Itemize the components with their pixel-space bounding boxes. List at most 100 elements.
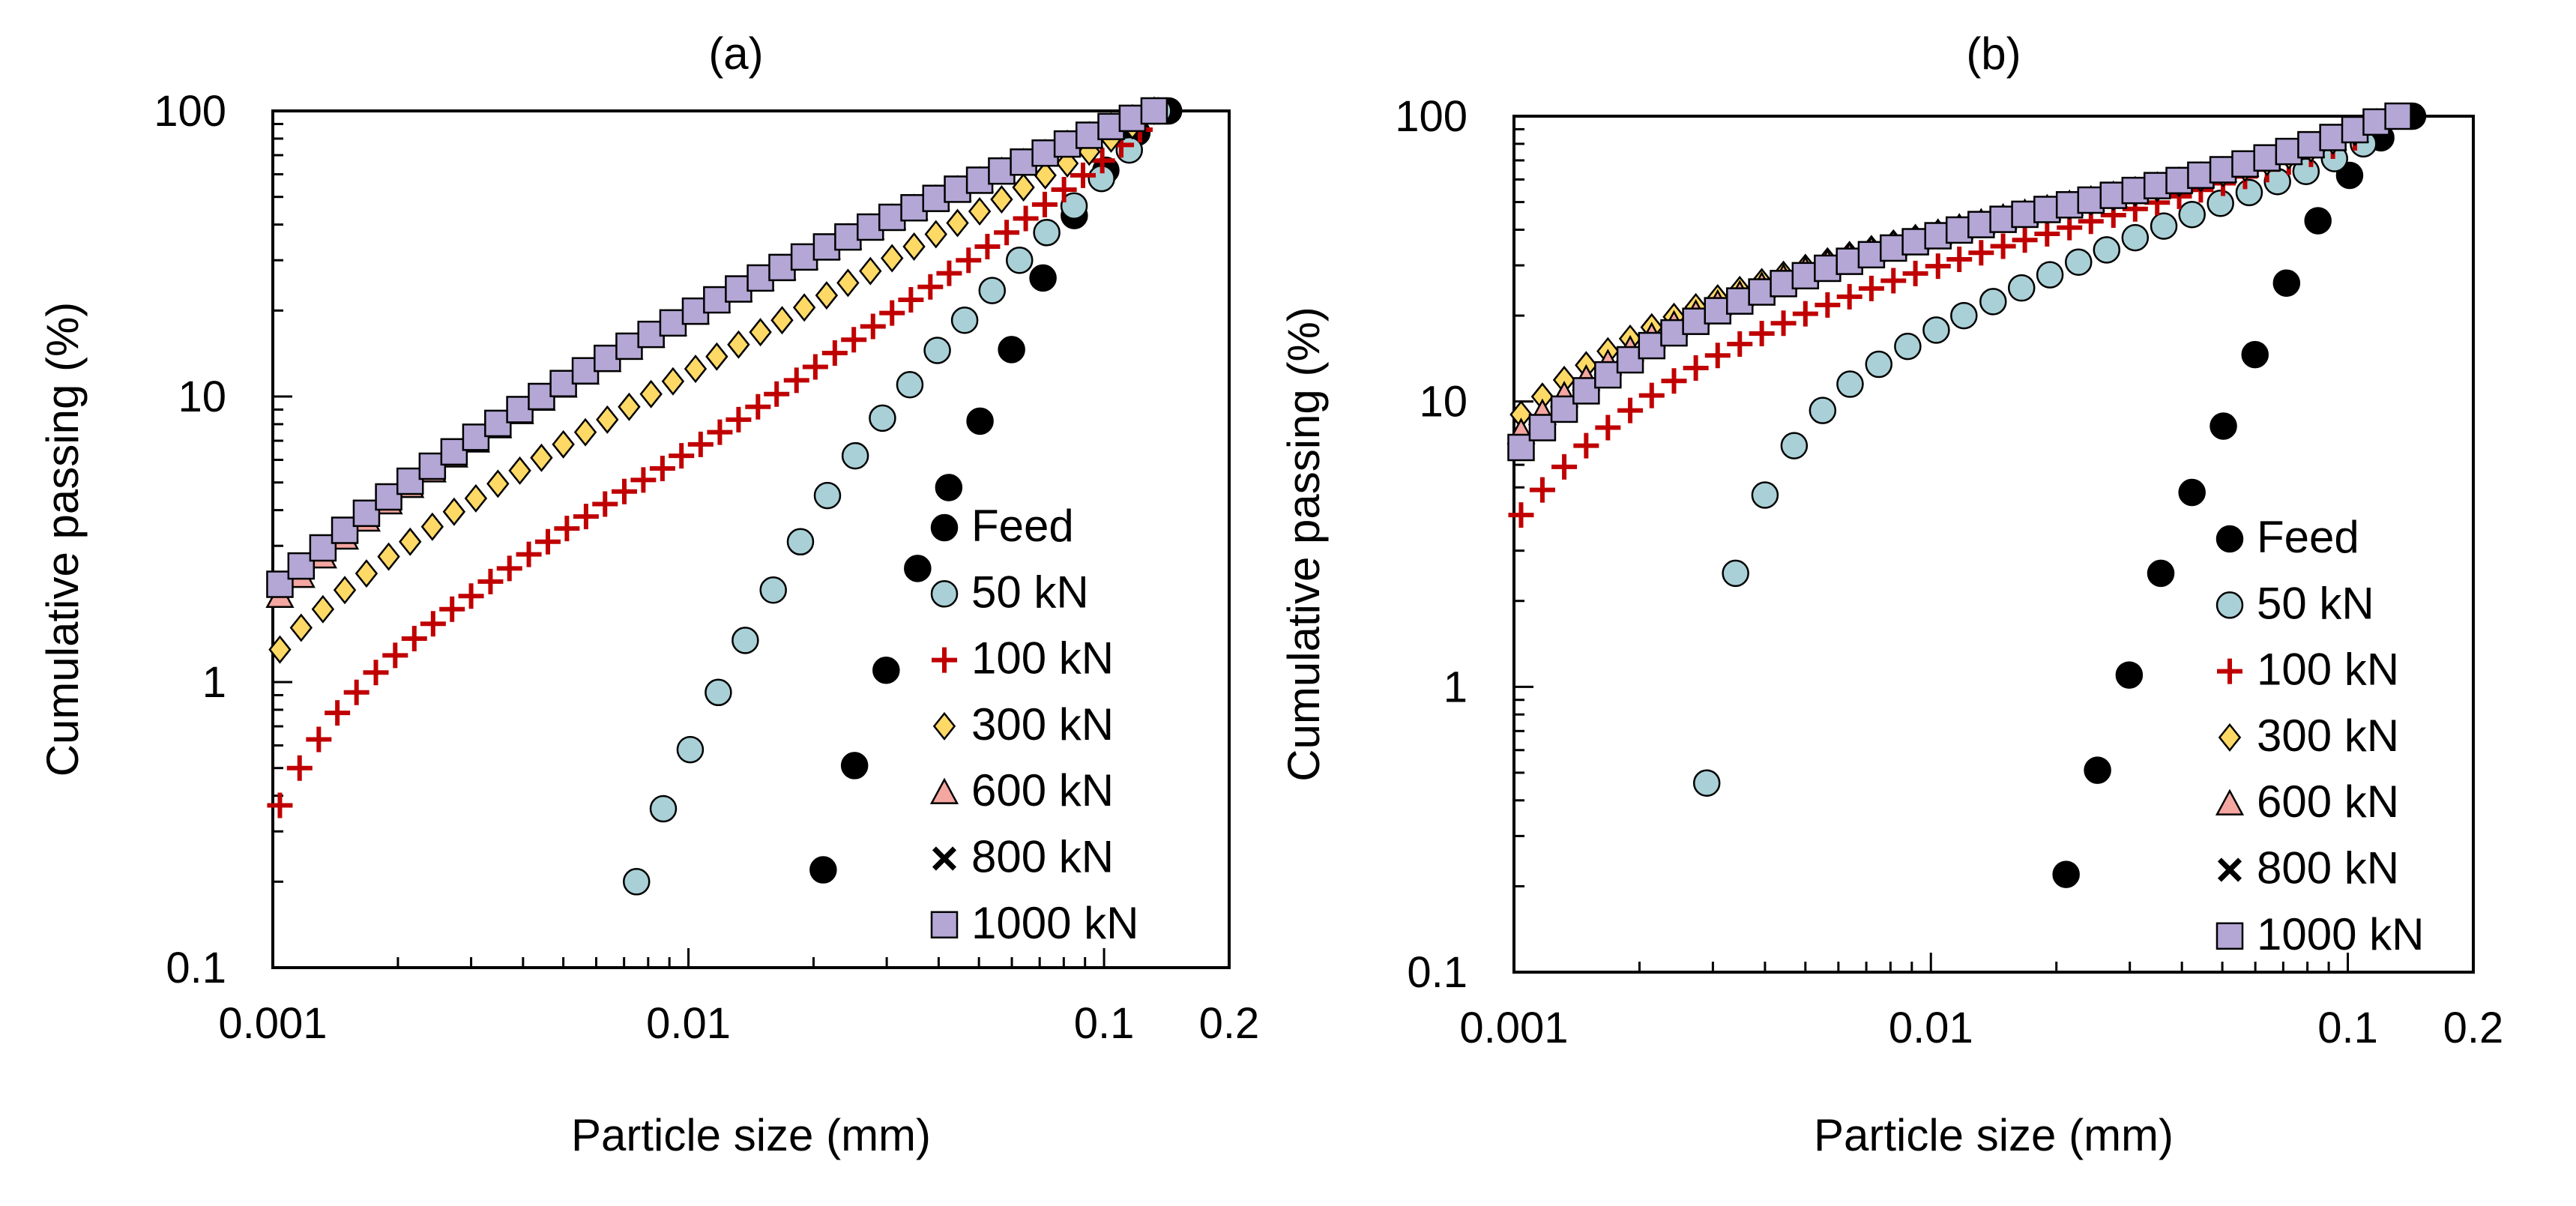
data-point-100-kn (1925, 253, 1951, 280)
data-point-300-kn (268, 635, 292, 664)
data-point-100-kn (1858, 275, 1884, 301)
data-point-100-kn (1529, 477, 1555, 503)
data-point-300-kn (355, 559, 378, 588)
data-point-50-kn (732, 627, 759, 654)
data-point-300-kn (508, 456, 531, 485)
data-point-300-kn (684, 355, 708, 384)
data-point-50-kn (1033, 219, 1061, 247)
data-point-300-kn (749, 318, 772, 347)
legend-entry-50-kn: 50 kN (930, 567, 1089, 617)
y-tick-label: 1 (1444, 663, 1468, 711)
legend: Feed 50 kN 100 kN 300 kN 600 kN 800 kN 1000 kN (2215, 512, 2424, 959)
series-1000-kn (1507, 102, 2412, 462)
legend-entry-feed: Feed (2215, 512, 2359, 562)
data-point-300-kn (1034, 160, 1057, 190)
y-axis-label: Cumulative passing (%) (37, 302, 88, 777)
data-point-50-kn (1809, 397, 1837, 424)
data-point-100-kn (1770, 310, 1797, 337)
legend-marker-feed (930, 513, 959, 542)
data-point-100-kn (1508, 502, 1534, 528)
legend-label: 300 kN (2257, 711, 2399, 761)
legend-marker-50-kn (2215, 591, 2244, 619)
data-point-50-kn (705, 678, 732, 707)
data-point-100-kn (936, 260, 962, 286)
data-point-50-kn (649, 795, 678, 823)
legend-entry-600-kn: 600 kN (929, 765, 1114, 815)
data-point-100-kn (879, 300, 905, 326)
data-point-100-kn (1880, 268, 1907, 294)
data-point-100-kn (458, 583, 484, 609)
data-point-50-kn (1979, 288, 2007, 316)
data-point-50-kn (1922, 316, 1950, 344)
series-50-kn (623, 97, 1172, 896)
data-point-300-kn (924, 220, 947, 249)
data-point-100-kn (1704, 343, 1731, 369)
legend-label: 1000 kN (2257, 909, 2424, 959)
data-point-feed (2052, 860, 2080, 888)
data-point-100-kn (477, 568, 504, 594)
legend-label: 300 kN (971, 699, 1114, 750)
data-point-300-kn (618, 392, 641, 421)
data-point-100-kn (1661, 368, 1687, 394)
legend-entry-300-kn: 300 kN (2218, 711, 2399, 761)
data-point-300-kn (661, 367, 685, 396)
data-point-300-kn (596, 405, 619, 434)
data-point-100-kn (420, 611, 446, 637)
x-tick-label: 0.2 (2443, 1004, 2504, 1052)
data-point-300-kn (552, 429, 575, 459)
data-point-100-kn (745, 394, 771, 420)
data-point-300-kn (399, 527, 422, 556)
data-point-50-kn (1780, 432, 1809, 459)
y-tick-label: 10 (1419, 378, 1468, 426)
data-point-50-kn (2093, 236, 2121, 264)
data-point-100-kn (401, 625, 427, 651)
data-point-100-kn (573, 504, 599, 530)
x-tick-label: 0.01 (1889, 1004, 1973, 1052)
legend-label: 800 kN (2257, 843, 2399, 893)
data-point-feed (2304, 207, 2332, 235)
data-point-300-kn (420, 512, 444, 541)
y-tick-label: 100 (154, 87, 226, 136)
data-point-50-kn (2008, 274, 2036, 302)
data-point-100-kn (343, 679, 369, 705)
data-point-100-kn (554, 516, 580, 542)
data-point-50-kn (786, 528, 815, 556)
data-point-300-kn (859, 256, 882, 286)
x-tick-label: 0.1 (1074, 999, 1135, 1048)
data-point-300-kn (289, 613, 313, 642)
data-point-300-kn (464, 483, 488, 513)
data-point-100-kn (764, 381, 790, 407)
data-point-300-kn (486, 469, 510, 498)
data-point-50-kn (896, 370, 924, 399)
legend-marker-800-kn (932, 846, 957, 871)
y-tick-label: 100 (1395, 92, 1468, 141)
chart-title: (a) (708, 28, 763, 79)
data-point-feed (2084, 756, 2111, 784)
data-point-300-kn (573, 417, 597, 447)
data-point-1000-kn (2384, 102, 2412, 130)
legend-marker-600-kn (2215, 789, 2245, 815)
data-point-1000-kn (266, 570, 294, 598)
y-tick-label: 10 (178, 373, 226, 421)
legend-marker-1000-kn (930, 911, 959, 939)
data-point-300-kn (815, 281, 839, 310)
data-point-50-kn (1894, 332, 1922, 361)
data-point-100-kn (363, 660, 389, 686)
data-point-50-kn (1692, 769, 1721, 797)
x-tick-label: 0.01 (646, 999, 731, 1048)
data-point-1000-kn (352, 499, 381, 528)
data-point-100-kn (1792, 301, 1818, 327)
data-point-100-kn (439, 596, 465, 622)
data-point-100-kn (726, 406, 752, 432)
legend-label: 100 kN (2257, 645, 2399, 695)
data-point-50-kn (841, 441, 869, 470)
chart-panel-a: (a) 0.001 0.01 0.1 0.2 0.1 1 10 100 Particle size… (37, 28, 1259, 1160)
legend-entry-800-kn: 800 kN (2217, 843, 2399, 893)
data-point-feed (809, 856, 837, 884)
data-point-50-kn (676, 735, 705, 764)
legend-entry-1000-kn: 1000 kN (930, 898, 1138, 948)
x-tick-label: 0.001 (218, 999, 327, 1048)
data-point-100-kn (1051, 177, 1077, 203)
data-point-300-kn (727, 330, 750, 359)
